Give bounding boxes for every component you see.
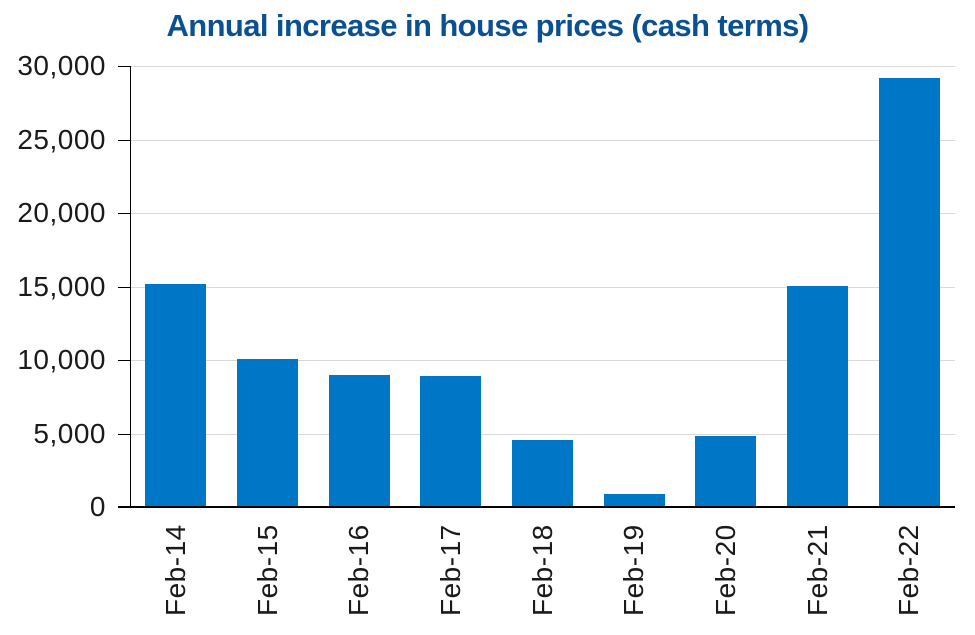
y-tick-label: 5,000: [33, 418, 106, 449]
x-tick-label: Feb-21: [802, 524, 833, 616]
gridline: [130, 360, 955, 361]
gridline: [130, 66, 955, 67]
bar-Feb-22: [879, 78, 940, 507]
x-tick-label: Feb-16: [343, 524, 374, 616]
y-axis-tick: [118, 360, 130, 361]
y-axis-tick: [118, 213, 130, 214]
chart-title: Annual increase in house prices (cash te…: [166, 8, 809, 43]
gridline: [130, 287, 955, 288]
bar-Feb-18: [512, 440, 573, 507]
y-axis-tick: [118, 66, 130, 67]
bar-Feb-19: [604, 494, 665, 507]
gridline: [130, 140, 955, 141]
y-axis-line: [130, 66, 131, 507]
bar-Feb-14: [145, 284, 206, 507]
x-tick-label: Feb-19: [618, 524, 649, 616]
y-axis-tick: [118, 506, 130, 507]
y-axis-tick: [118, 434, 130, 435]
gridline: [130, 434, 955, 435]
bar-Feb-20: [695, 436, 756, 507]
y-axis-tick: [118, 287, 130, 288]
y-tick-label: 20,000: [17, 197, 106, 228]
y-axis-tick: [118, 140, 130, 141]
x-tick-label: Feb-20: [710, 524, 741, 616]
x-tick-label: Feb-14: [160, 524, 191, 616]
x-tick-label: Feb-18: [527, 524, 558, 616]
y-tick-label: 15,000: [17, 271, 106, 302]
y-tick-label: 10,000: [17, 344, 106, 375]
bar-Feb-21: [787, 286, 848, 507]
x-tick-label: Feb-15: [252, 524, 283, 616]
x-tick-label: Feb-17: [435, 524, 466, 616]
gridline: [130, 213, 955, 214]
y-tick-label: 25,000: [17, 124, 106, 155]
bar-Feb-17: [420, 376, 481, 507]
x-axis-line: [118, 506, 955, 508]
x-tick-label: Feb-22: [893, 524, 924, 616]
y-axis-tick-labels: 0 5,000 10,000 15,000 20,000 25,000 30,000: [0, 51, 106, 522]
bar-Feb-15: [237, 359, 298, 507]
bar-Feb-16: [329, 375, 390, 507]
y-tick-label: 0: [89, 491, 106, 522]
y-tick-label: 30,000: [17, 50, 106, 81]
plot-area: [118, 66, 955, 508]
